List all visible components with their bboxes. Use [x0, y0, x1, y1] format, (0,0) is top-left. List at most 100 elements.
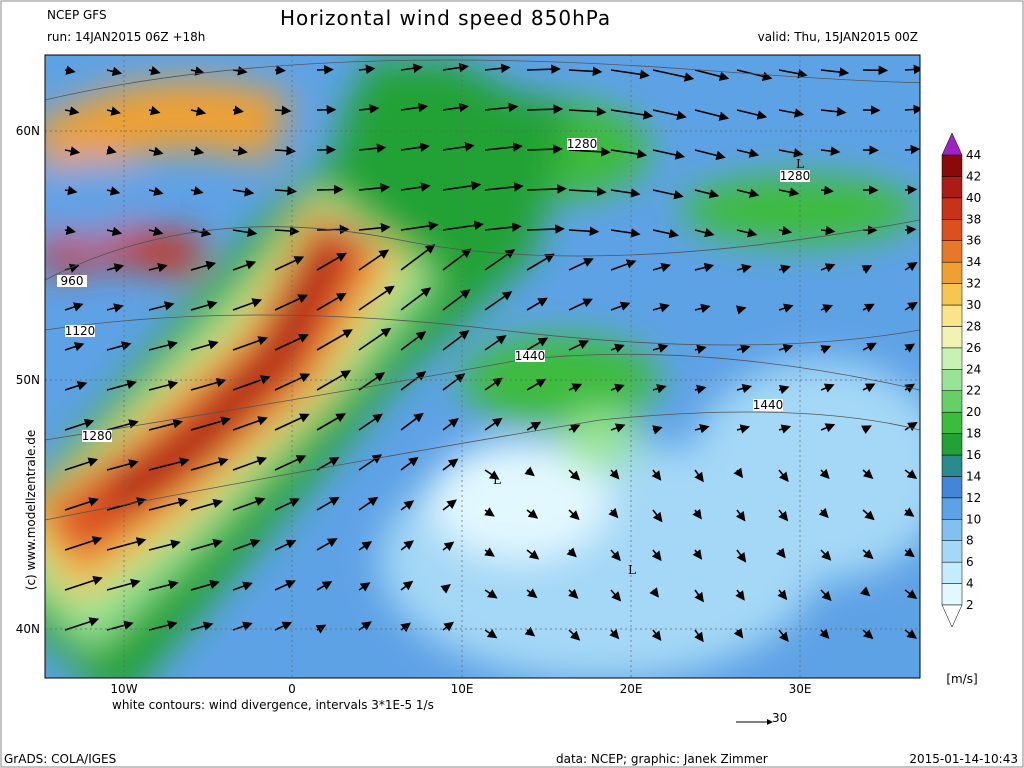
contour-label-box — [780, 170, 810, 182]
colorbar-tick-label: 28 — [966, 319, 981, 333]
colorbar-band — [941, 154, 963, 177]
wind-vector — [274, 580, 296, 591]
wind-vector — [862, 303, 875, 313]
lat-label: 50N — [16, 373, 40, 387]
wind-vector — [358, 183, 391, 193]
wind-vector — [274, 294, 309, 311]
wind-vector — [652, 384, 667, 394]
colorbar-band — [941, 219, 963, 241]
wind-vector — [316, 292, 347, 311]
wind-vector — [861, 265, 873, 274]
wind-vector — [568, 147, 611, 157]
colorbar-band — [941, 583, 963, 606]
wind-vector — [64, 418, 95, 431]
colorbar-band — [941, 304, 963, 327]
wind-vector — [778, 343, 794, 353]
wind-vector — [904, 547, 915, 558]
wind-vector — [106, 186, 121, 196]
colorbar-band — [941, 390, 963, 413]
colorbar-band — [941, 197, 963, 220]
contour-label-box — [82, 430, 112, 442]
divergence-note: white contours: wind divergence, interva… — [112, 698, 434, 712]
wind-vector — [610, 549, 621, 562]
colorbar-band — [941, 326, 963, 349]
wind-vector — [524, 466, 535, 477]
wind-vector — [692, 549, 703, 560]
wind-vector — [64, 617, 100, 631]
wind-vector — [106, 145, 117, 155]
footer-software: GrADS: COLA/IGES — [4, 752, 116, 766]
wind-vector — [859, 586, 871, 597]
wind-vector — [526, 421, 542, 431]
wind-vector — [610, 109, 654, 120]
colorbar-band — [941, 561, 963, 584]
wind-vector — [610, 423, 626, 433]
wind-vector — [652, 509, 663, 523]
wind-vector — [484, 249, 516, 271]
wind-vector — [526, 378, 547, 391]
wind-vector — [274, 105, 292, 116]
wind-vector — [64, 146, 81, 156]
wind-vector — [400, 371, 427, 391]
colorbar-tick-label: 2 — [966, 598, 974, 612]
wind-vector — [315, 624, 327, 634]
colorbar-tick-label: 8 — [966, 534, 974, 548]
wind-vector — [568, 509, 580, 521]
wind-vector — [778, 629, 789, 643]
wind-vector — [568, 258, 594, 271]
wind-vector — [64, 302, 84, 312]
wind-vector — [526, 588, 538, 599]
wind-vector — [148, 620, 178, 631]
contour-label: 1120 — [65, 324, 96, 338]
wind-vector — [484, 335, 507, 351]
wind-vector — [316, 252, 347, 271]
wind-vector — [232, 105, 244, 115]
wind-vector — [820, 106, 847, 117]
wind-vector — [400, 221, 439, 231]
wind-vector — [400, 244, 436, 271]
colorbar-tick-label: 44 — [966, 148, 981, 162]
wind-vector — [526, 337, 549, 351]
wind-vector — [778, 187, 800, 197]
wind-vector — [400, 622, 411, 633]
colorbar-tick-label: 40 — [966, 191, 981, 205]
contour-label-box — [57, 275, 87, 287]
wind-vector — [526, 549, 540, 560]
wind-vector — [820, 225, 836, 236]
wind-vector — [274, 621, 293, 631]
wind-vector — [652, 262, 671, 273]
colorbar-band — [941, 283, 963, 306]
wind-vector — [106, 537, 147, 551]
wind-vector — [232, 456, 268, 471]
wind-vector — [777, 589, 788, 601]
wind-vector — [610, 383, 625, 393]
colorbar-tick-label: 14 — [966, 469, 981, 483]
wind-vector — [694, 149, 726, 161]
wind-vector — [400, 102, 429, 113]
wind-vector — [442, 181, 482, 191]
wind-vector — [358, 413, 383, 431]
wind-vector — [651, 469, 662, 481]
wind-vector — [106, 341, 132, 351]
run-time: run: 14JAN2015 06Z +18h — [47, 30, 205, 44]
wind-vector — [106, 497, 147, 511]
wind-vector — [568, 106, 607, 117]
colorbar-band — [941, 411, 963, 434]
wind-vector — [64, 65, 76, 75]
wind-vector — [903, 507, 915, 517]
wind-vector — [484, 222, 522, 232]
wind-vector — [274, 455, 307, 471]
wind-vector — [526, 64, 561, 74]
wind-vector — [400, 500, 415, 511]
wind-vector — [652, 303, 670, 313]
wind-vector — [232, 538, 261, 551]
wind-vector — [232, 581, 253, 591]
wind-vector — [694, 469, 704, 483]
wind-vector — [610, 69, 650, 80]
wind-vector — [610, 188, 641, 198]
wind-vector — [148, 457, 190, 471]
wind-vector — [190, 340, 219, 351]
wind-vector — [736, 549, 747, 563]
colorbar-band — [941, 240, 963, 263]
